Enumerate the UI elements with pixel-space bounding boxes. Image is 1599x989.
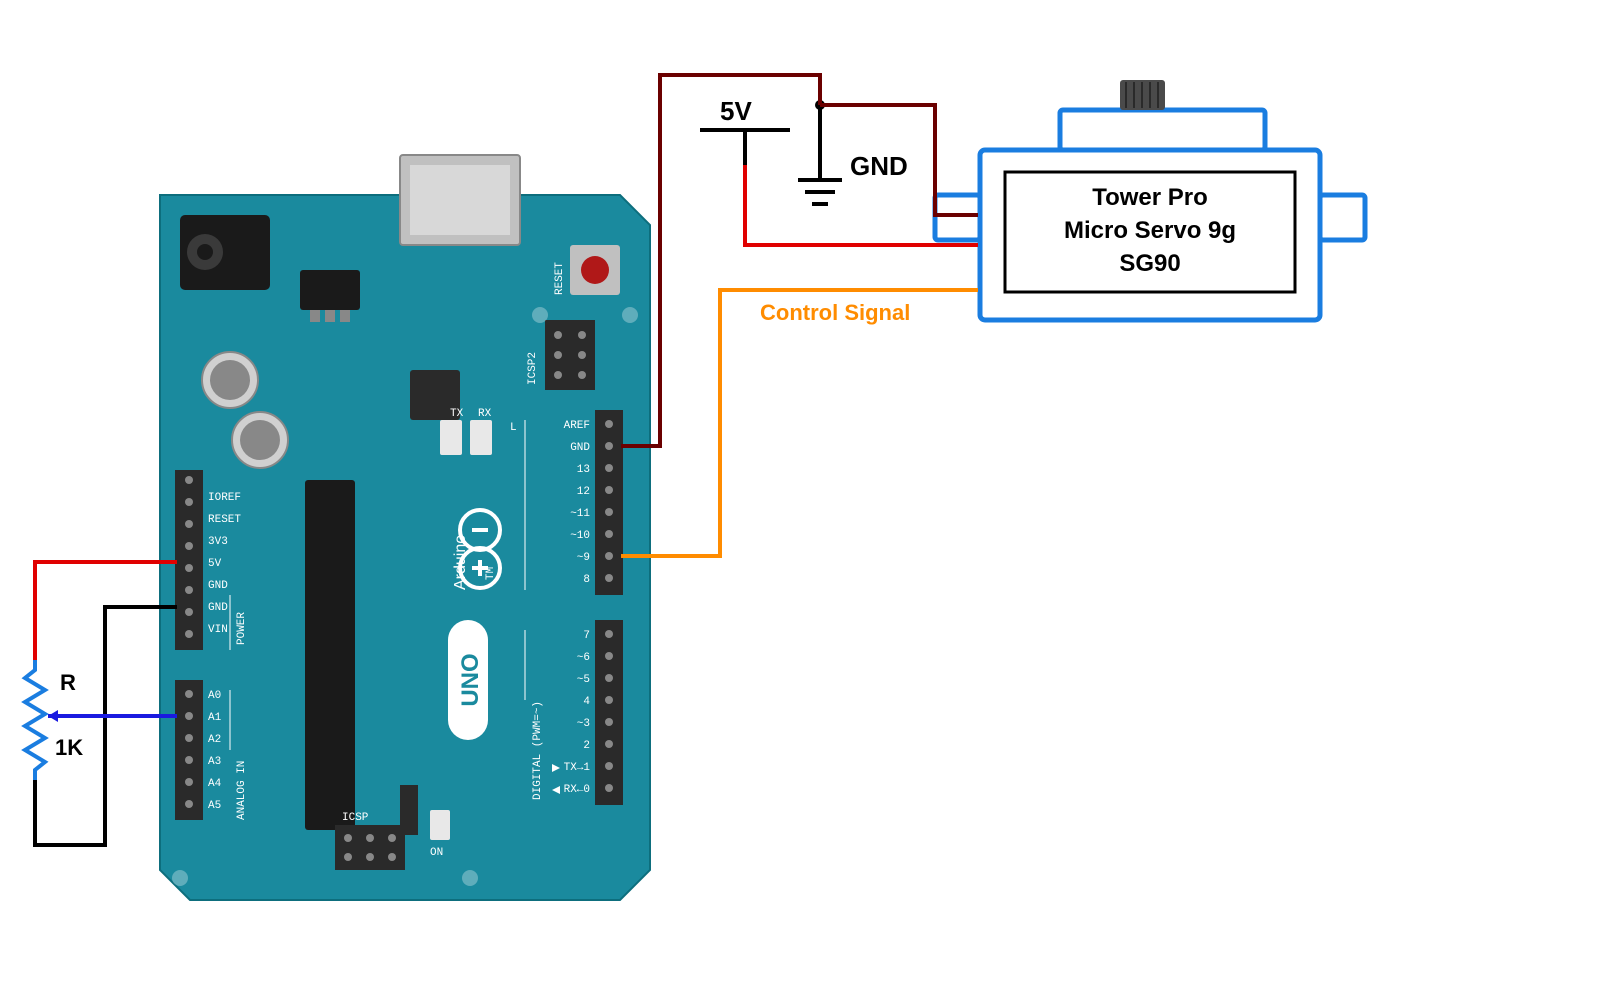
svg-text:~11: ~11 xyxy=(570,508,590,520)
svg-text:RESET: RESET xyxy=(208,514,241,526)
svg-text:TM: TM xyxy=(485,567,497,580)
svg-text:2: 2 xyxy=(583,740,590,752)
svg-text:TX→1: TX→1 xyxy=(564,762,591,774)
svg-text:ANALOG IN: ANALOG IN xyxy=(236,761,248,820)
arduino-board: RESET ICSP2 TX RX L xyxy=(160,155,650,900)
svg-text:3V3: 3V3 xyxy=(208,536,228,548)
svg-text:AREF: AREF xyxy=(564,420,590,432)
svg-text:L: L xyxy=(510,422,517,434)
svg-text:13: 13 xyxy=(577,464,590,476)
svg-text:RX: RX xyxy=(478,408,492,420)
pot-label-value: 1K xyxy=(55,735,83,760)
reset-label: RESET xyxy=(554,262,566,295)
svg-text:A1: A1 xyxy=(208,712,222,724)
control-signal-label: Control Signal xyxy=(760,300,910,325)
svg-text:IOREF: IOREF xyxy=(208,492,241,504)
svg-text:A4: A4 xyxy=(208,778,222,790)
svg-text:GND: GND xyxy=(208,580,228,592)
wiring-diagram: RESET ICSP2 TX RX L xyxy=(0,0,1599,989)
svg-text:UNO: UNO xyxy=(457,653,484,706)
gnd-label: GND xyxy=(850,151,908,181)
svg-text:A3: A3 xyxy=(208,756,221,768)
servo-motor: Tower Pro Micro Servo 9g SG90 xyxy=(935,80,1365,320)
voltage-label: 5V xyxy=(720,96,752,126)
svg-text:A0: A0 xyxy=(208,690,221,702)
servo-line1: Tower Pro xyxy=(1092,184,1208,211)
svg-text:4: 4 xyxy=(583,696,590,708)
svg-text:POWER: POWER xyxy=(236,612,248,645)
pot-label-r: R xyxy=(60,670,76,695)
svg-text:12: 12 xyxy=(577,486,590,498)
svg-text:TX: TX xyxy=(450,408,464,420)
svg-text:VIN: VIN xyxy=(208,624,228,636)
svg-text:DIGITAL (PWM=~): DIGITAL (PWM=~) xyxy=(532,701,544,800)
svg-text:~9: ~9 xyxy=(577,552,590,564)
svg-text:ICSP2: ICSP2 xyxy=(527,352,539,385)
svg-text:ICSP: ICSP xyxy=(342,812,369,824)
right-header-top xyxy=(595,410,623,595)
svg-text:A5: A5 xyxy=(208,800,221,812)
wire-pot-gnd xyxy=(35,607,177,845)
svg-text:GND: GND xyxy=(570,442,590,454)
power-supply-symbol: 5V GND xyxy=(700,96,908,204)
svg-text:8: 8 xyxy=(583,574,590,586)
wire-control-signal xyxy=(621,290,978,556)
svg-text:5V: 5V xyxy=(208,558,222,570)
svg-text:GND: GND xyxy=(208,602,228,614)
svg-text:RX←0: RX←0 xyxy=(564,784,590,796)
svg-text:7: 7 xyxy=(583,630,590,642)
svg-text:A2: A2 xyxy=(208,734,221,746)
potentiometer: R 1K xyxy=(25,660,83,780)
svg-text:~5: ~5 xyxy=(577,674,590,686)
svg-text:~6: ~6 xyxy=(577,652,590,664)
servo-line2: Micro Servo 9g xyxy=(1064,217,1236,244)
svg-text:~10: ~10 xyxy=(570,530,590,542)
svg-text:ON: ON xyxy=(430,847,443,859)
servo-line3: SG90 xyxy=(1119,250,1180,277)
svg-text:~3: ~3 xyxy=(577,718,590,730)
